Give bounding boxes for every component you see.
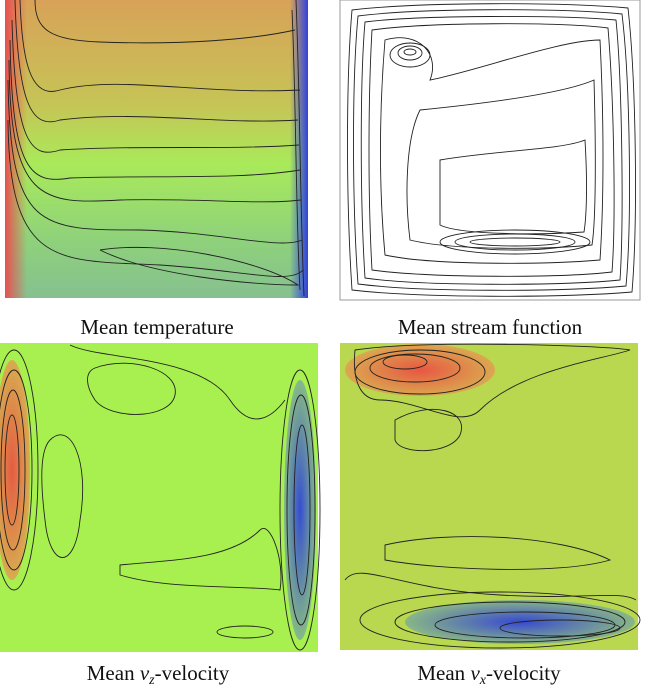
caption-prefix: Mean	[417, 661, 470, 685]
stream-function-panel	[339, 0, 641, 301]
caption-variable: v	[140, 661, 150, 685]
caption: Mean vz-velocity	[87, 661, 230, 688]
vz-velocity-panel	[0, 343, 321, 652]
caption-subscript: z	[148, 673, 155, 688]
caption-suffix: -velocity	[486, 661, 561, 685]
vx-velocity-panel	[340, 343, 641, 650]
temperature-panel	[5, 0, 308, 298]
caption: Mean vx-velocity	[417, 661, 561, 688]
caption: Mean stream function	[398, 315, 583, 339]
caption-prefix: Mean	[87, 661, 140, 685]
caption-suffix: -velocity	[155, 661, 230, 685]
caption: Mean temperature	[80, 315, 233, 339]
caption-variable: v	[470, 661, 480, 685]
caption-subscript: x	[479, 673, 487, 688]
